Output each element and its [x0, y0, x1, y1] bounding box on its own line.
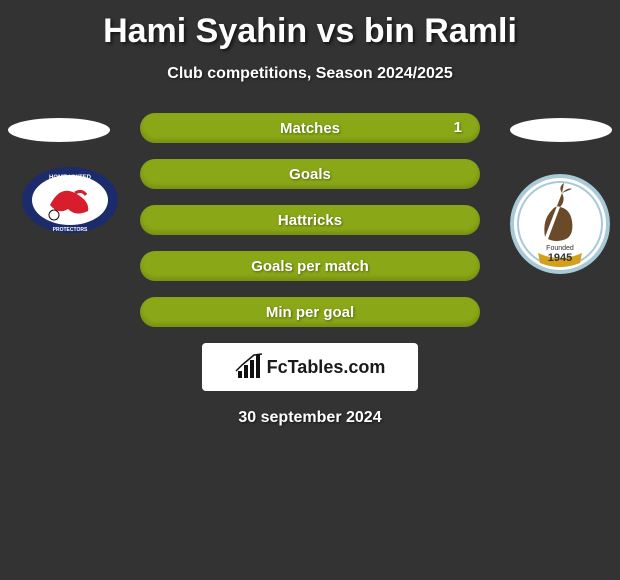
stat-right-value — [444, 251, 480, 281]
stat-label: Goals — [289, 166, 331, 183]
stats-list: Matches 1 Goals Hattricks Goals per matc… — [140, 113, 480, 327]
stat-right-value — [444, 205, 480, 235]
page-title: Hami Syahin vs bin Ramli — [0, 0, 620, 51]
stat-left-value — [140, 251, 176, 281]
player-right-flag — [510, 118, 612, 142]
comparison-area: HOME UNITED PROTECTORS Founded 1945 Matc… — [0, 113, 620, 327]
stat-label: Min per goal — [266, 304, 354, 321]
founded-year: 1945 — [548, 252, 572, 264]
stat-row-goals: Goals — [140, 159, 480, 189]
stat-label: Matches — [280, 120, 340, 137]
deer-club-badge: Founded 1945 — [510, 165, 610, 283]
stat-left-value — [140, 159, 176, 189]
barchart-icon — [235, 353, 263, 381]
stat-left-value — [140, 297, 176, 327]
stat-left-value — [140, 113, 176, 143]
stat-right-value — [444, 159, 480, 189]
stat-left-value — [140, 205, 176, 235]
home-united-badge-svg: HOME UNITED PROTECTORS — [20, 165, 120, 235]
svg-text:HOME UNITED: HOME UNITED — [49, 175, 92, 181]
footer-brand: FcTables.com — [202, 343, 418, 391]
svg-text:PROTECTORS: PROTECTORS — [53, 227, 88, 233]
stat-right-value: 1 — [436, 113, 480, 143]
stat-right-value — [444, 297, 480, 327]
stat-row-goals-per-match: Goals per match — [140, 251, 480, 281]
deer-club-badge-svg: Founded 1945 — [510, 165, 610, 283]
stat-label: Goals per match — [251, 258, 369, 275]
page-subtitle: Club competitions, Season 2024/2025 — [0, 65, 620, 83]
home-united-badge: HOME UNITED PROTECTORS — [20, 165, 120, 235]
stat-row-min-per-goal: Min per goal — [140, 297, 480, 327]
stat-row-matches: Matches 1 — [140, 113, 480, 143]
stat-label: Hattricks — [278, 212, 342, 229]
player-left-flag — [8, 118, 110, 142]
svg-text:Founded: Founded — [546, 245, 574, 252]
snapshot-date: 30 september 2024 — [0, 409, 620, 427]
brand-text: FcTables.com — [267, 357, 386, 378]
stat-row-hattricks: Hattricks — [140, 205, 480, 235]
